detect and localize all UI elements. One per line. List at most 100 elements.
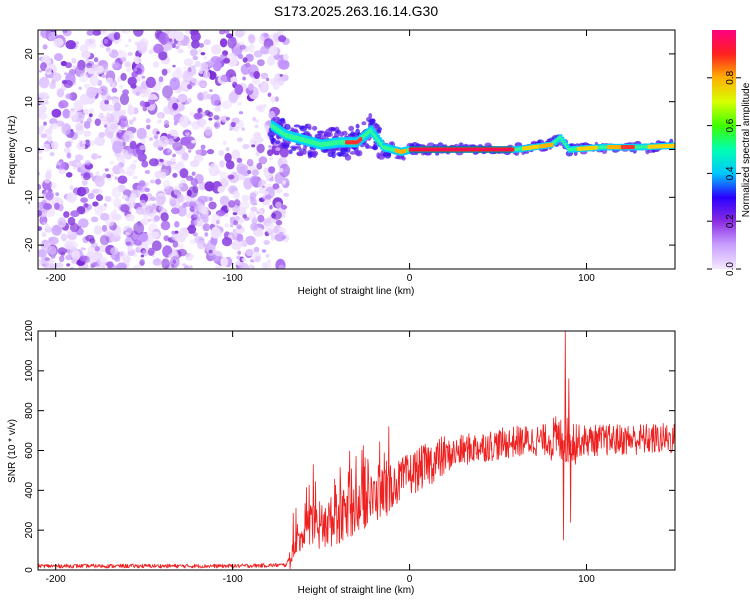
noise-speckle <box>277 30 284 34</box>
ridge-halo <box>401 156 406 161</box>
noise-speckle <box>63 147 71 154</box>
noise-speckle <box>38 149 43 154</box>
noise-speckle <box>124 44 129 48</box>
ridge-band-inner <box>562 140 566 144</box>
x-tick-label: -100 <box>223 273 243 284</box>
noise-speckle <box>129 163 137 170</box>
noise-speckle <box>196 240 206 250</box>
ridge-core <box>348 140 352 145</box>
ridge-halo <box>293 124 301 128</box>
noise-speckle <box>50 182 57 190</box>
noise-speckle <box>236 137 243 143</box>
noise-speckle <box>219 38 228 48</box>
noise-speckle <box>97 65 104 73</box>
noise-speckle <box>232 190 240 200</box>
noise-speckle <box>138 38 149 48</box>
ridge-core <box>672 143 675 148</box>
ridge-band-inner <box>638 145 642 149</box>
noise-speckle <box>180 136 191 146</box>
noise-speckle <box>253 208 258 212</box>
noise-speckle <box>92 30 101 36</box>
noise-speckle <box>102 173 107 179</box>
ridge-core <box>649 144 653 149</box>
noise-speckle <box>214 106 221 112</box>
noise-speckle <box>94 225 102 235</box>
ridge-core <box>631 145 635 150</box>
noise-speckle <box>113 197 122 208</box>
noise-speckle <box>172 153 177 158</box>
noise-speckle <box>183 66 187 70</box>
noise-speckle <box>80 247 84 251</box>
noise-speckle <box>94 246 101 252</box>
noise-speckle <box>177 41 182 47</box>
noise-speckle <box>51 224 62 236</box>
noise-speckle <box>89 238 96 244</box>
ridge-band-inner <box>274 125 278 131</box>
noise-speckle <box>200 125 205 129</box>
noise-speckle <box>127 245 133 252</box>
noise-speckle <box>89 140 96 146</box>
noise-speckle <box>105 111 111 118</box>
noise-speckle <box>167 138 174 145</box>
noise-speckle <box>42 44 48 50</box>
ridge-core <box>546 143 550 148</box>
noise-speckle <box>119 84 123 90</box>
noise-speckle <box>170 157 176 162</box>
noise-speckle <box>198 43 205 48</box>
noise-speckle <box>234 215 240 221</box>
noise-speckle <box>43 121 47 126</box>
ridge-core <box>610 145 614 150</box>
noise-speckle <box>263 167 269 174</box>
noise-speckle <box>140 254 145 258</box>
noise-speckle <box>197 195 208 203</box>
noise-speckle <box>239 44 246 50</box>
noise-speckle <box>190 178 199 187</box>
ridge-core <box>607 145 610 150</box>
ridge-band-inner <box>309 139 313 145</box>
noise-speckle <box>148 49 153 55</box>
noise-speckle <box>46 199 51 204</box>
noise-speckle <box>104 230 112 237</box>
noise-speckle <box>208 249 213 254</box>
noise-speckle <box>221 100 232 110</box>
noise-speckle <box>100 213 110 221</box>
noise-speckle <box>98 113 103 118</box>
ridge-band-inner <box>387 146 391 151</box>
noise-speckle <box>147 247 155 256</box>
y-tick-label: 0 <box>24 567 35 573</box>
noise-speckle <box>176 193 184 203</box>
noise-speckle <box>45 171 52 180</box>
noise-speckle <box>157 112 164 119</box>
ridge-band-inner <box>307 138 312 144</box>
noise-speckle <box>107 49 112 54</box>
noise-speckle <box>177 243 184 249</box>
noise-speckle <box>45 128 53 135</box>
noise-speckle <box>228 91 238 104</box>
ridge-halo <box>280 117 286 124</box>
noise-speckle <box>219 30 225 35</box>
noise-speckle <box>91 256 98 263</box>
ridge-core <box>550 142 554 147</box>
noise-speckle <box>152 258 162 266</box>
noise-speckle <box>236 157 243 163</box>
ridge-band-inner <box>513 147 517 152</box>
ridge-band-inner <box>605 145 609 149</box>
noise-speckle <box>174 230 179 234</box>
noise-speckle <box>282 180 286 185</box>
noise-speckle <box>127 52 133 56</box>
noise-speckle <box>232 45 242 57</box>
noise-speckle <box>183 58 194 67</box>
noise-speckle <box>187 120 192 125</box>
ridge-band-inner <box>286 133 290 139</box>
noise-speckle <box>231 240 242 251</box>
noise-speckle <box>39 76 50 89</box>
ridge-band-inner <box>643 145 648 149</box>
noise-speckle <box>91 155 96 159</box>
noise-speckle <box>177 248 187 257</box>
noise-speckle <box>70 210 80 218</box>
noise-speckle <box>84 139 91 148</box>
noise-speckle <box>177 205 187 217</box>
ridge-halo <box>371 118 376 124</box>
noise-speckle <box>131 189 141 197</box>
ridge-core <box>594 145 598 150</box>
